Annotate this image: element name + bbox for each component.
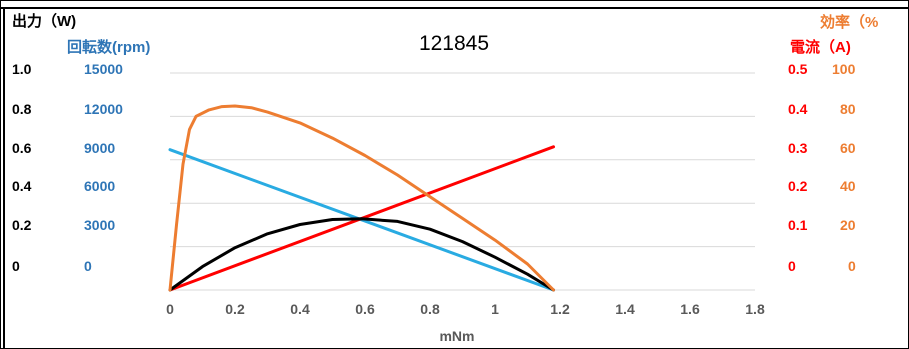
x-tick-label: 1.4 [615, 301, 635, 317]
x-tick-label: 0 [166, 301, 174, 317]
efficiency-tick-label: 80 [840, 101, 856, 117]
current-tick-label: 0 [788, 258, 796, 274]
output-tick-label: 1.0 [12, 61, 32, 77]
x-tick-label: 0.4 [290, 301, 310, 317]
efficiency-tick-label: 40 [840, 178, 856, 194]
x-tick-label: 0.2 [225, 301, 245, 317]
current-tick-label: 0.4 [788, 101, 808, 117]
output-tick-label: 0.8 [12, 101, 32, 117]
x-tick-label: 1 [491, 301, 499, 317]
efficiency-tick-label: 100 [832, 61, 856, 77]
speed-tick-label: 9000 [84, 140, 115, 156]
x-tick-label: 1.6 [680, 301, 700, 317]
current-tick-label: 0.3 [788, 140, 808, 156]
speed-tick-label: 0 [84, 258, 92, 274]
efficiency-tick-label: 60 [840, 140, 856, 156]
x-tick-label: 1.8 [745, 301, 765, 317]
speed-tick-label: 15000 [84, 61, 123, 77]
current-tick-label: 0.1 [788, 217, 808, 233]
current-tick-label: 0.2 [788, 178, 808, 194]
speed-tick-label: 12000 [84, 101, 123, 117]
efficiency-curve [168, 104, 555, 292]
speed-tick-label: 6000 [84, 178, 115, 194]
grid-lines [170, 72, 755, 291]
output-tick-label: 0.2 [12, 217, 32, 233]
data-series [168, 104, 555, 292]
x-axis-label: mNm [439, 328, 474, 344]
current-tick-label: 0.5 [788, 61, 808, 77]
efficiency-axis-label: 効率（% [820, 13, 878, 31]
chart-title: 121845 [419, 32, 489, 55]
tick-labels: 00.20.40.60.81.0030006000900012000150000… [12, 61, 856, 317]
current-axis-label: 電流（A) [790, 38, 851, 56]
output-axis-label: 出力（W) [12, 12, 76, 30]
x-tick-label: 0.8 [420, 301, 440, 317]
output-curve [168, 217, 555, 292]
speed-tick-label: 3000 [84, 217, 115, 233]
speed-axis-label: 回転数(rpm) [67, 38, 150, 56]
x-tick-label: 0.6 [355, 301, 375, 317]
efficiency-tick-label: 0 [848, 258, 856, 274]
x-tick-label: 1.2 [550, 301, 570, 317]
output-tick-label: 0.4 [12, 178, 32, 194]
output-tick-label: 0.6 [12, 140, 32, 156]
efficiency-tick-label: 20 [840, 217, 856, 233]
output-tick-label: 0 [12, 258, 20, 274]
